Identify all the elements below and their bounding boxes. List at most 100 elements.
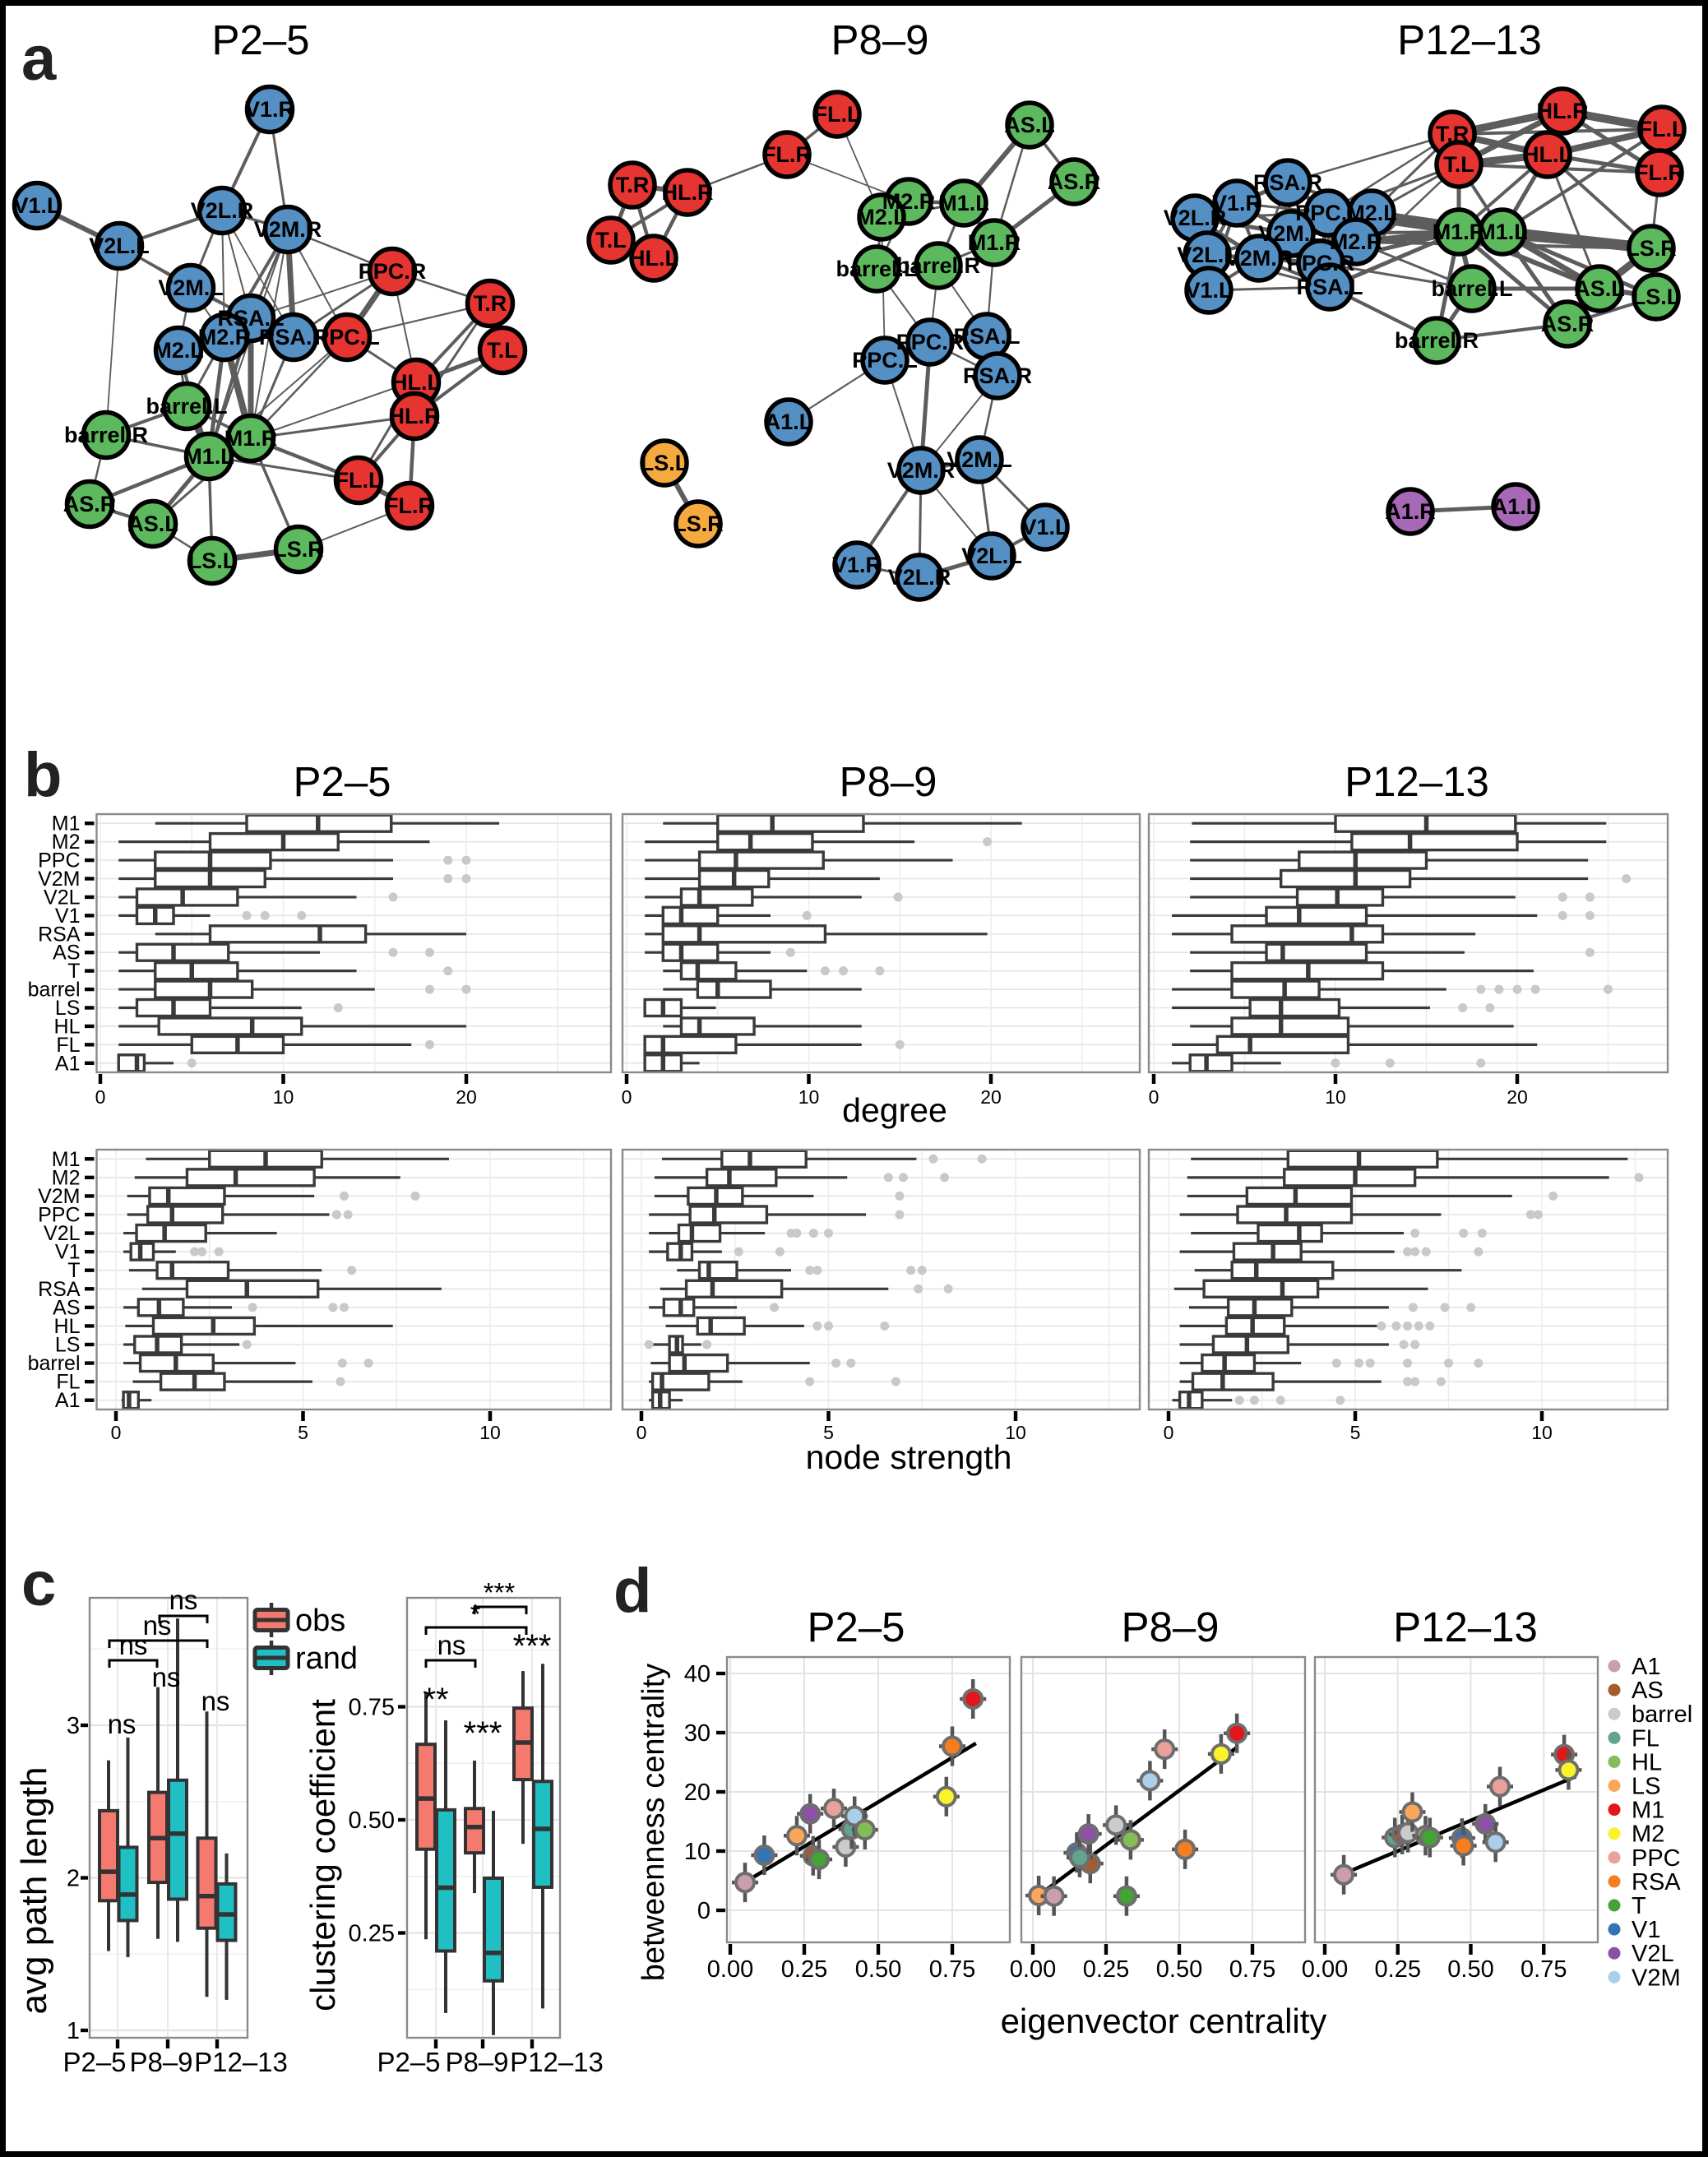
svg-text:V1.R: V1.R <box>245 97 294 122</box>
svg-text:ns: ns <box>201 1686 230 1716</box>
svg-text:P2–5: P2–5 <box>211 16 309 63</box>
svg-text:FL.R: FL.R <box>762 142 812 167</box>
svg-text:V2M.L: V2M.L <box>947 447 1012 472</box>
svg-text:PPC: PPC <box>38 849 80 873</box>
svg-text:HL.L: HL.L <box>1523 142 1572 167</box>
svg-text:V2L.L: V2L.L <box>89 234 150 258</box>
svg-text:T.L: T.L <box>1443 152 1474 177</box>
svg-text:FL: FL <box>56 1034 80 1057</box>
svg-text:M1.R: M1.R <box>968 230 1021 255</box>
svg-text:A1: A1 <box>1632 1654 1660 1680</box>
svg-text:FL.L: FL.L <box>1639 117 1686 141</box>
svg-text:FL.R: FL.R <box>1635 160 1684 185</box>
svg-text:AS.L: AS.L <box>127 511 178 536</box>
svg-text:V1.R: V1.R <box>832 553 882 577</box>
svg-text:PPC: PPC <box>1632 1845 1681 1872</box>
svg-text:HL.L: HL.L <box>629 246 678 271</box>
svg-text:ns: ns <box>437 1630 466 1660</box>
svg-text:P8–9: P8–9 <box>1121 1604 1219 1650</box>
svg-text:ns: ns <box>169 1585 198 1615</box>
svg-text:b: b <box>24 740 62 810</box>
svg-text:0: 0 <box>636 1422 647 1443</box>
svg-text:LS: LS <box>55 997 81 1020</box>
svg-text:A1: A1 <box>55 1052 81 1075</box>
svg-text:RSA.L: RSA.L <box>954 324 1021 349</box>
svg-text:AS.R: AS.R <box>1541 312 1595 336</box>
svg-text:10: 10 <box>1005 1422 1026 1443</box>
svg-text:M2.R: M2.R <box>882 189 936 214</box>
svg-text:clustering coefficient: clustering coefficient <box>303 1699 342 2011</box>
svg-text:M2.L: M2.L <box>153 338 204 363</box>
svg-text:LS.R: LS.R <box>673 511 724 536</box>
svg-text:c: c <box>21 1549 56 1619</box>
svg-text:V2L: V2L <box>44 1222 81 1245</box>
svg-text:0.50: 0.50 <box>1156 1956 1202 1983</box>
svg-text:ns: ns <box>108 1709 137 1739</box>
svg-text:PPC.L: PPC.L <box>852 348 918 373</box>
svg-text:P12–13: P12–13 <box>194 2047 288 2077</box>
svg-text:V2M.L: V2M.L <box>158 275 224 300</box>
svg-text:eigenvector centrality: eigenvector centrality <box>1001 2002 1327 2040</box>
svg-text:V1: V1 <box>55 905 81 928</box>
svg-text:avg path length: avg path length <box>14 1767 54 2015</box>
svg-text:0.75: 0.75 <box>349 1695 395 1721</box>
svg-text:0.50: 0.50 <box>349 1808 395 1834</box>
svg-text:barrel.L: barrel.L <box>146 394 227 419</box>
svg-text:LS: LS <box>1632 1774 1660 1800</box>
svg-text:HL: HL <box>54 1015 81 1038</box>
svg-text:d: d <box>613 1556 651 1626</box>
svg-text:V1.L: V1.L <box>13 193 60 218</box>
svg-text:0: 0 <box>697 1898 711 1924</box>
svg-text:M1.L: M1.L <box>1477 220 1528 244</box>
svg-text:HL.L: HL.L <box>391 370 441 395</box>
svg-text:AS: AS <box>53 942 80 965</box>
svg-text:V2L.R: V2L.R <box>191 198 254 223</box>
svg-text:barrel.R: barrel.R <box>896 253 980 278</box>
svg-text:0.25: 0.25 <box>1083 1956 1129 1983</box>
svg-text:T.R: T.R <box>616 173 650 197</box>
svg-text:AS.L: AS.L <box>1004 113 1055 137</box>
svg-text:HL.R: HL.R <box>389 404 441 428</box>
svg-text:10: 10 <box>479 1422 501 1443</box>
svg-text:HL.R: HL.R <box>1537 99 1589 123</box>
svg-text:V2L: V2L <box>1632 1941 1674 1967</box>
svg-text:P12–13: P12–13 <box>1345 758 1489 805</box>
svg-text:barrel.R: barrel.R <box>1395 328 1479 353</box>
svg-text:node strength: node strength <box>806 1438 1012 1476</box>
svg-text:P2–5: P2–5 <box>293 758 391 805</box>
svg-text:**: ** <box>423 1682 448 1718</box>
svg-text:M2.L: M2.L <box>856 205 907 229</box>
svg-text:RSA.R: RSA.R <box>259 325 328 349</box>
svg-text:M1: M1 <box>1632 1798 1664 1824</box>
svg-text:M2.R: M2.R <box>1330 229 1383 254</box>
svg-text:LS.L: LS.L <box>1632 285 1681 309</box>
svg-text:barrel: barrel <box>28 979 81 1002</box>
svg-text:M1.R: M1.R <box>1433 220 1486 244</box>
svg-text:RSA.L: RSA.L <box>218 306 285 331</box>
svg-text:LS.R: LS.R <box>1626 236 1677 261</box>
svg-text:0.25: 0.25 <box>1375 1956 1421 1983</box>
svg-text:0.25: 0.25 <box>349 1921 395 1947</box>
svg-text:0.50: 0.50 <box>855 1956 901 1983</box>
svg-text:P12–13: P12–13 <box>1397 16 1542 63</box>
svg-text:P8–9: P8–9 <box>129 2047 192 2077</box>
svg-text:T: T <box>1632 1893 1646 1919</box>
svg-text:3: 3 <box>67 1713 80 1739</box>
svg-text:HL: HL <box>1632 1749 1662 1775</box>
svg-text:V1.L: V1.L <box>1021 515 1068 539</box>
svg-text:0.75: 0.75 <box>1521 1956 1567 1983</box>
svg-text:RSA.L: RSA.L <box>1297 275 1363 299</box>
svg-text:V2M.R: V2M.R <box>1225 246 1294 271</box>
svg-text:RSA: RSA <box>38 923 81 946</box>
svg-text:M1.L: M1.L <box>938 191 989 215</box>
svg-text:PPC.L: PPC.L <box>1295 201 1361 225</box>
svg-text:M2.R: M2.R <box>198 325 252 349</box>
svg-text:10: 10 <box>798 1086 820 1108</box>
svg-text:RSA.R: RSA.R <box>963 363 1032 388</box>
svg-text:AS: AS <box>1632 1678 1664 1704</box>
svg-text:FL.R: FL.R <box>385 493 434 518</box>
svg-text:P8–9: P8–9 <box>839 758 937 805</box>
svg-text:20: 20 <box>1507 1086 1528 1108</box>
svg-text:FL: FL <box>56 1371 80 1394</box>
svg-text:M2: M2 <box>1632 1821 1664 1848</box>
